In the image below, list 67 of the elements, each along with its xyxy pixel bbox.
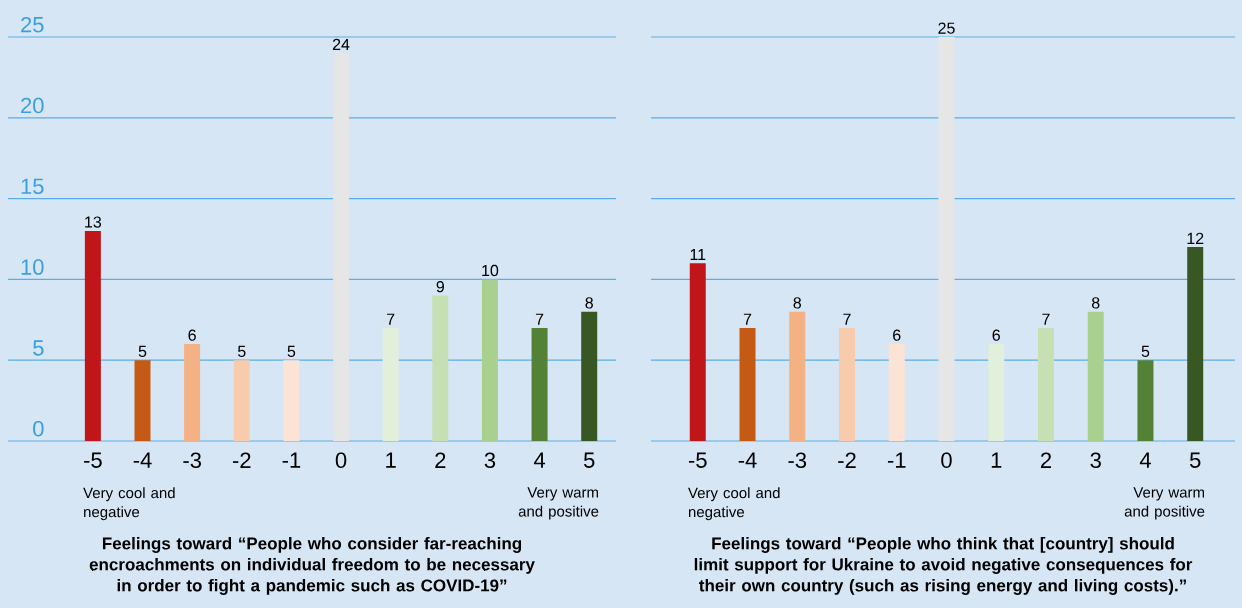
bar (888, 344, 905, 441)
x-axis-title: Feelings toward “People who think that [country] should limit support for Ukraine to avoid negative consequences for their own country (such as rising energy and living costs).” (694, 536, 1193, 595)
data-label: 25 (938, 22, 955, 34)
x-tick-label: -1 (282, 452, 301, 468)
x-tick-label: 3 (1090, 452, 1101, 469)
data-label: 5 (1141, 345, 1150, 357)
x-tick-label: 1 (991, 452, 1002, 468)
bar (839, 327, 855, 441)
text: Very warm and positive (518, 487, 599, 520)
x-tick-label: -4 (738, 452, 757, 468)
x-tick-label: -1 (887, 452, 906, 468)
data-label: 5 (138, 345, 147, 357)
x-tick-label: 2 (435, 452, 446, 468)
data-label: 8 (793, 297, 802, 309)
y-tick-label: 20 (21, 97, 44, 114)
y-tick-label: 25 (21, 16, 44, 33)
x-tick-label: 5 (1189, 452, 1201, 468)
bar (689, 263, 706, 441)
x-tick-label: -4 (133, 452, 152, 468)
data-label: 24 (332, 38, 350, 50)
bar (938, 37, 955, 441)
data-label: 13 (85, 216, 102, 228)
bar (988, 344, 1005, 441)
bar (1087, 311, 1104, 441)
y-tick-label: 10 (21, 259, 44, 275)
y-tick-label: 15 (21, 178, 44, 195)
data-label: 7 (743, 313, 752, 325)
data-label: 8 (585, 297, 593, 309)
text: Very cool and negative (83, 487, 175, 521)
bar (1037, 327, 1054, 441)
bar (739, 327, 756, 441)
data-label: 5 (287, 345, 296, 357)
bar (1137, 360, 1154, 441)
data-label: 7 (387, 313, 395, 325)
x-tick-label: -5 (84, 452, 102, 468)
x-tick-label: 5 (583, 452, 595, 468)
text: Very cool and negative (688, 487, 780, 521)
y-tick-label: 5 (33, 340, 44, 356)
data-label: 7 (535, 313, 544, 325)
bar (789, 311, 806, 441)
x-tick-label: 4 (533, 452, 546, 468)
x-tick-label: -2 (232, 452, 251, 468)
x-tick-label: 3 (484, 452, 496, 469)
x-tick-label: 2 (1040, 452, 1051, 468)
x-tick-label: 1 (386, 452, 396, 468)
data-label: 7 (843, 313, 851, 325)
data-label: 7 (1042, 313, 1050, 325)
data-label: 6 (188, 329, 196, 341)
x-axis-title: Feelings toward “People who consider far-reaching encroachments on individual freedom to be necessary in order to fight a pandemic such as COVID-19” (89, 536, 535, 595)
x-tick-label: 0 (335, 452, 347, 469)
data-label: 9 (436, 281, 444, 293)
data-label: 12 (1187, 232, 1204, 244)
x-tick-label: -3 (183, 452, 201, 469)
y-tick-label: 0 (33, 420, 44, 437)
data-label: 11 (690, 249, 706, 261)
data-label: 5 (237, 345, 246, 357)
data-label: 10 (482, 264, 499, 277)
x-tick-label: -5 (688, 452, 707, 468)
data-label: 8 (1091, 297, 1100, 309)
x-tick-label: 4 (1139, 452, 1151, 468)
x-tick-label: 0 (941, 452, 952, 469)
x-tick-label: -2 (838, 452, 856, 468)
x-tick-label: -3 (788, 452, 807, 469)
data-label: 6 (893, 329, 901, 341)
data-label: 6 (992, 329, 1000, 341)
text: Very warm and positive (1124, 487, 1205, 520)
bar (1187, 247, 1204, 441)
